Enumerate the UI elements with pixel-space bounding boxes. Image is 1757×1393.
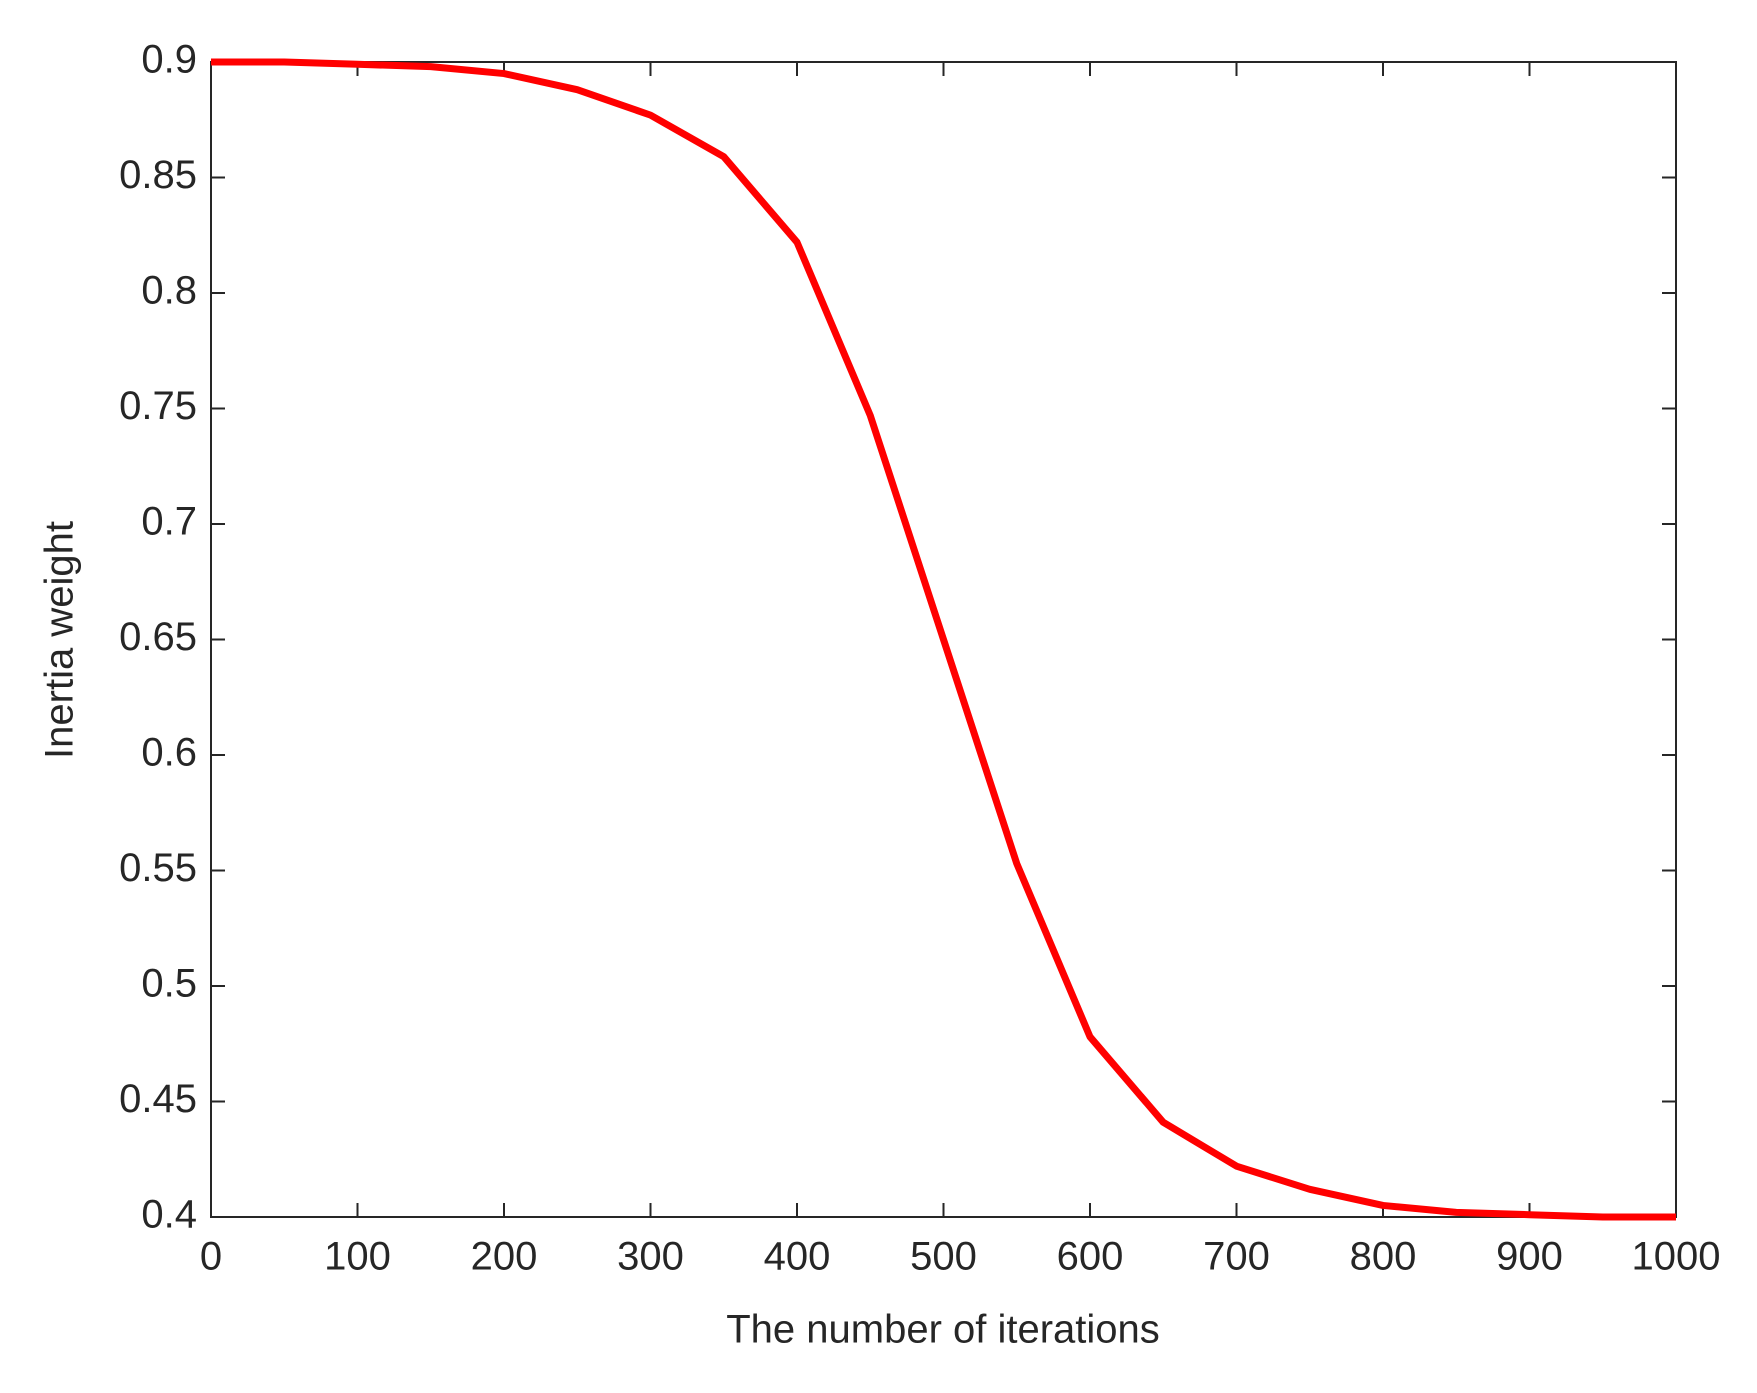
y-tick-label: 0.55 <box>119 846 197 890</box>
x-tick-label: 500 <box>910 1235 977 1279</box>
y-tick-label: 0.4 <box>141 1193 197 1237</box>
y-tick-label: 0.5 <box>141 962 197 1006</box>
x-tick-label: 400 <box>764 1235 831 1279</box>
x-tick-label: 800 <box>1350 1235 1417 1279</box>
x-tick-label: 0 <box>200 1235 222 1279</box>
x-tick-label: 300 <box>617 1235 684 1279</box>
x-tick-label: 700 <box>1203 1235 1270 1279</box>
y-tick-label: 0.8 <box>141 269 197 313</box>
y-tick-label: 0.75 <box>119 384 197 428</box>
y-tick-label: 0.45 <box>119 1077 197 1121</box>
x-tick-label: 100 <box>324 1235 391 1279</box>
y-tick-label: 0.6 <box>141 731 197 775</box>
y-tick-label: 0.85 <box>119 153 197 197</box>
x-tick-label: 600 <box>1057 1235 1124 1279</box>
x-tick-label: 900 <box>1496 1235 1563 1279</box>
y-axis-label: Inertia weight <box>38 521 82 759</box>
line <box>211 58 1676 1221</box>
x-axis-label: The number of iterations <box>726 1308 1160 1352</box>
x-tick-label: 200 <box>471 1235 538 1279</box>
y-tick-label: 0.65 <box>119 615 197 659</box>
y-tick-label: 0.7 <box>141 500 197 544</box>
y-tick-label: 0.9 <box>141 38 197 82</box>
x-tick-label: 1000 <box>1632 1235 1721 1279</box>
